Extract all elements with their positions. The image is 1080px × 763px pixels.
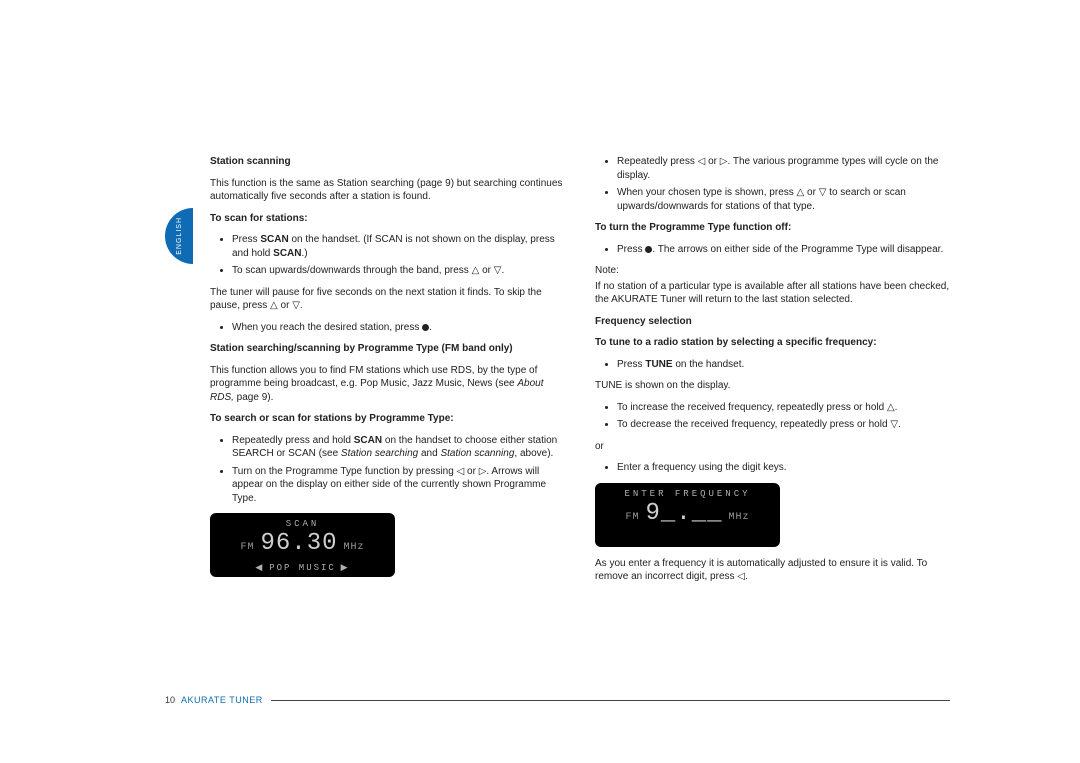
list-item: To scan upwards/downwards through the ba… [232,264,565,278]
display-unit: MHz [344,541,365,555]
para-prog-type-desc: This function allows you to find FM stat… [210,364,565,405]
list-item: Repeatedly press ◁ or ▷. The various pro… [617,155,950,182]
page-number: 10 [165,695,175,705]
list-item: To decrease the received frequency, repe… [617,418,950,432]
para-pause: The tuner will pause for five seconds on… [210,286,565,313]
list-item: Press . The arrows on either side of the… [617,243,950,257]
right-column: Repeatedly press ◁ or ▷. The various pro… [595,155,950,592]
heading-frequency-selection: Frequency selection [595,315,950,329]
list-adjust-freq: To increase the received frequency, repe… [595,401,950,432]
list-turn-off: Press . The arrows on either side of the… [595,243,950,257]
list-press-tune: Press TUNE on the handset. [595,358,950,372]
list-digit-keys: Enter a frequency using the digit keys. [595,461,950,475]
para-auto-adjust: As you enter a frequency it is automatic… [595,557,950,584]
list-item: To increase the received frequency, repe… [617,401,950,415]
heading-programme-type: Station searching/scanning by Programme … [210,342,565,356]
left-column: Station scanning This function is the sa… [210,155,565,592]
note-body: If no station of a particular type is av… [595,280,950,307]
footer-title: AKURATE TUNER [181,695,263,705]
list-item: When you reach the desired station, pres… [232,321,565,335]
display-band: FM [625,511,639,525]
list-prog-type-steps: Repeatedly press and hold SCAN on the ha… [210,434,565,506]
display-band: FM [240,541,254,555]
list-item: When your chosen type is shown, press △ … [617,186,950,213]
display-mid: FM 96.30 MHz [210,528,395,560]
heading-station-scanning: Station scanning [210,155,565,169]
display-frequency: 96.30 [260,528,337,560]
language-tab-label: ENGLISH [176,217,183,255]
tuner-display-enter-freq: ENTER FREQUENCY FM 9_.__ MHz [595,483,780,547]
page-content: Station scanning This function is the sa… [210,155,950,592]
page-footer: 10 AKURATE TUNER [165,695,950,705]
heading-tune-specific: To tune to a radio station by selecting … [595,336,950,350]
heading-search-by-type: To search or scan for stations by Progra… [210,412,565,426]
list-scan-steps: Press SCAN on the handset. (If SCAN is n… [210,233,565,278]
list-item: Repeatedly press and hold SCAN on the ha… [232,434,565,461]
list-item: Enter a frequency using the digit keys. [617,461,950,475]
list-item: Turn on the Programme Type function by p… [232,465,565,506]
heading-to-scan: To scan for stations: [210,212,565,226]
language-tab: ENGLISH [165,208,193,264]
or-text: or [595,440,950,454]
list-item: Press TUNE on the handset. [617,358,950,372]
heading-turn-off: To turn the Programme Type function off: [595,221,950,235]
display-bottom: ◀ POP MUSIC ▶ [210,562,395,574]
display-frequency: 9_.__ [645,498,722,530]
list-item: Press SCAN on the handset. (If SCAN is n… [232,233,565,260]
list-cycle-types: Repeatedly press ◁ or ▷. The various pro… [595,155,950,213]
display-unit: MHz [729,511,750,525]
tuner-display-scan: SCAN FM 96.30 MHz ◀ POP MUSIC ▶ [210,513,395,577]
list-reach-station: When you reach the desired station, pres… [210,321,565,335]
para-tune-shown: TUNE is shown on the display. [595,379,950,393]
footer-rule [271,700,950,701]
note: Note: [595,264,950,278]
para-station-scanning-desc: This function is the same as Station sea… [210,177,565,204]
display-mid: FM 9_.__ MHz [595,498,780,530]
